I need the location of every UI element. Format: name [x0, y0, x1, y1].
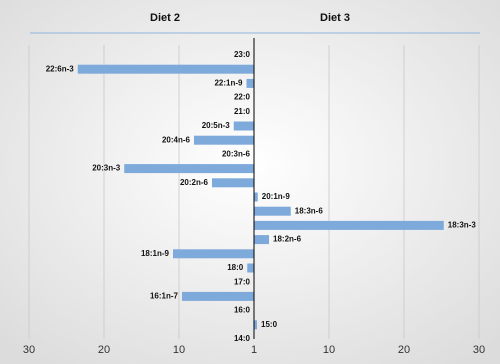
bar: [194, 135, 254, 145]
bar-label: 23:0: [234, 50, 251, 59]
bar-label: 16:1n-7: [150, 292, 179, 301]
bar: [246, 78, 254, 88]
x-tick-label: 30: [23, 344, 35, 356]
bar-label: 22:1n-9: [214, 79, 243, 88]
bar: [254, 220, 444, 230]
bar-label: 20:3n-6: [222, 150, 251, 159]
bar: [182, 291, 254, 301]
bar-label: 18:3n-6: [295, 206, 324, 215]
bar-label: 14:0: [234, 334, 251, 343]
bar-label: 18:3n-3: [448, 221, 477, 230]
bar-label: 21:0: [234, 107, 251, 116]
bar: [212, 178, 254, 188]
bar-label: 22:6n-3: [46, 64, 75, 73]
x-tick-label: 30: [473, 344, 485, 356]
x-tick-label: 10: [323, 344, 335, 356]
x-tick-label: 10: [173, 344, 185, 356]
bar: [254, 235, 269, 245]
bar-label: 18:2n-6: [273, 235, 302, 244]
bar-label: 20:3n-3: [92, 164, 121, 173]
panel-title: Diet 2: [150, 12, 180, 24]
bar: [254, 320, 257, 330]
bar-label: 18:0: [227, 263, 244, 272]
bar-label: 20:5n-3: [202, 121, 231, 130]
bar-label: 18:1n-9: [141, 249, 170, 258]
bar-label: 20:2n-6: [180, 178, 209, 187]
bar-label: 15:0: [261, 320, 278, 329]
x-tick-label: 20: [98, 344, 110, 356]
panel-title: Diet 3: [320, 12, 350, 24]
bar-label: 22:0: [234, 93, 251, 102]
x-tick-label: 20: [398, 344, 410, 356]
bar: [233, 121, 254, 131]
bar: [247, 263, 254, 273]
bar: [173, 249, 254, 259]
bar: [77, 64, 254, 74]
bar-label: 20:4n-6: [162, 135, 191, 144]
bar: [124, 164, 254, 174]
bar-label: 17:0: [234, 277, 251, 286]
x-tick-label: 1: [251, 344, 257, 356]
bar: [254, 206, 291, 216]
bar-label: 16:0: [234, 306, 251, 315]
bar: [254, 192, 258, 202]
bar-label: 20:1n-9: [262, 192, 291, 201]
